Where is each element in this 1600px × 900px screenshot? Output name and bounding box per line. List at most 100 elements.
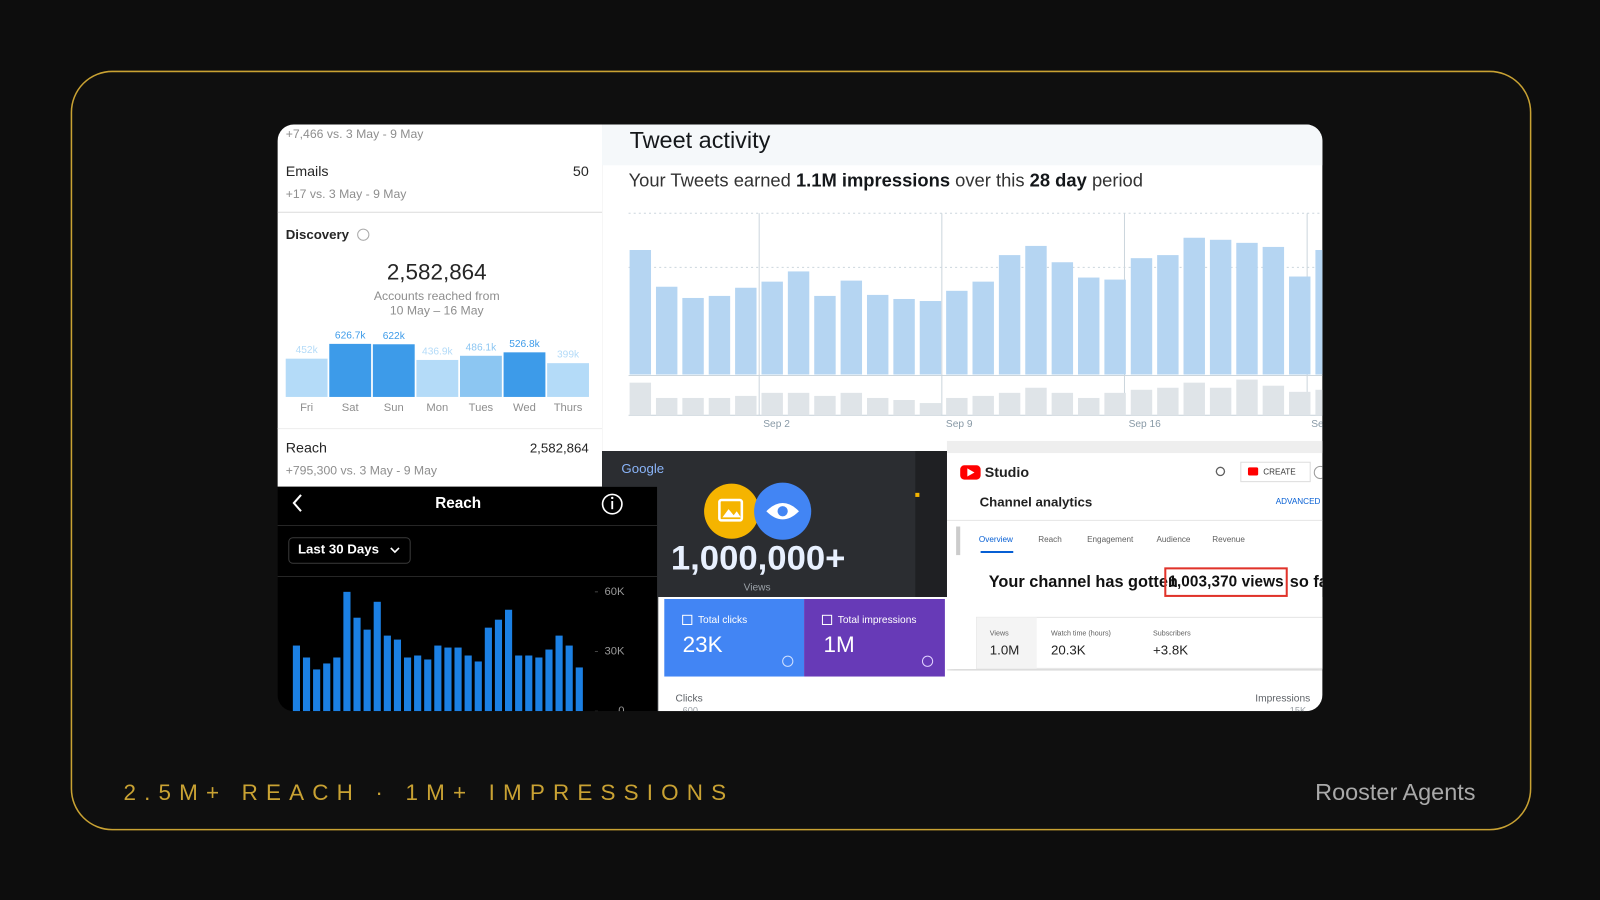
metric-label: Watch time (hours)	[1051, 630, 1111, 638]
impressions-bar	[1209, 239, 1232, 375]
x-tick-label: Tues	[469, 402, 494, 414]
help-icon	[782, 655, 794, 667]
instagram-insights: +7,466 vs. 3 May - 9 May Emails 50 +17 v…	[277, 124, 603, 487]
tab[interactable]: Revenue	[1212, 535, 1245, 544]
bar	[535, 657, 543, 712]
x-tick-label: Thurs	[554, 402, 583, 414]
back-button[interactable]	[292, 494, 302, 512]
value-label: 622k	[383, 331, 406, 342]
metric-value: 1.0M	[990, 643, 1019, 658]
period-dropdown[interactable]	[288, 537, 411, 564]
card-label: Total impressions	[838, 615, 917, 626]
impressions-bar	[1078, 277, 1100, 375]
checkbox[interactable]	[682, 614, 693, 625]
advanced-link[interactable]: ADVANCED	[1276, 497, 1321, 506]
impressions-bar	[735, 287, 757, 375]
checkbox[interactable]	[821, 614, 833, 625]
y-tick-label: 30K	[605, 645, 625, 657]
panel-header	[602, 124, 1323, 166]
bar	[503, 352, 546, 397]
bar	[424, 659, 432, 712]
impressions-bar	[629, 249, 652, 375]
bar	[329, 343, 372, 397]
engagements-bar	[629, 382, 652, 416]
impressions-bar	[1025, 245, 1047, 375]
impressions-bar	[1104, 279, 1126, 375]
engagements-bar	[866, 397, 889, 416]
section-label: Discovery	[286, 227, 350, 242]
engagements-bar	[735, 395, 757, 416]
axis-top: 600	[683, 706, 698, 716]
impressions-card[interactable]	[804, 598, 945, 677]
engagements-bar	[1025, 387, 1047, 416]
clicks-card[interactable]	[664, 598, 805, 677]
tweet-subtitle: Your Tweets earned 1.1M impressions over…	[629, 169, 1143, 190]
highlight-box	[1164, 567, 1288, 597]
bar	[333, 657, 341, 712]
bar	[494, 619, 503, 712]
marker	[915, 492, 920, 497]
engagements-bar	[1157, 387, 1179, 416]
create-icon	[1247, 467, 1259, 476]
bar	[454, 647, 462, 712]
impressions-bar	[840, 280, 863, 375]
engagements-bar	[1236, 379, 1258, 416]
big-number: 2,582,864	[387, 259, 487, 284]
engagements-bar	[1209, 387, 1232, 416]
x-tick-label: Sep 16	[1129, 419, 1162, 430]
impressions-bar	[708, 295, 731, 375]
bar	[302, 657, 311, 712]
subtitle-part: over this	[955, 169, 1024, 190]
engagements-bar	[1262, 385, 1285, 416]
account-icon[interactable]	[1313, 465, 1326, 480]
tweet-panel: Tweet activity Your Tweets earned 1.1M i…	[602, 124, 1323, 452]
create-button[interactable]	[1240, 461, 1311, 483]
image-icon	[704, 483, 760, 539]
sentence: Your channel has gotten	[989, 573, 1178, 591]
image-glyph	[722, 509, 741, 518]
bar	[353, 617, 361, 712]
delta: +795,300 vs. 3 May - 9 May	[286, 464, 438, 478]
info-icon[interactable]	[357, 228, 370, 241]
x-tick-label: Sat	[342, 402, 360, 414]
period-label: Last 30 Days	[298, 542, 379, 557]
bar	[565, 645, 573, 712]
engagements-bar	[840, 392, 863, 416]
axis-top: 15K	[1290, 706, 1307, 716]
delta: +7,466 vs. 3 May - 9 May	[286, 127, 425, 141]
x-tick-label: Sep 9	[946, 419, 973, 430]
dropdown-chevron	[390, 547, 400, 554]
heading: Channel analytics	[980, 495, 1093, 510]
sentence-highlight: 1,003,370 views	[1168, 574, 1283, 591]
info-button[interactable]	[601, 493, 623, 515]
views-total: 1,000,000+	[671, 539, 846, 577]
x-tick-label: Sep 2	[763, 419, 790, 430]
search-icon[interactable]	[1215, 466, 1226, 477]
value-label: 526.8k	[509, 339, 540, 350]
bar	[474, 661, 482, 712]
subtitle-part: 1.1M impressions	[796, 169, 950, 190]
impressions-bar	[1130, 258, 1153, 375]
impressions-bar	[1183, 237, 1205, 375]
row-label: Reach	[286, 441, 327, 457]
bar	[363, 629, 371, 712]
engagements-bar	[682, 397, 704, 416]
metric-label: Views	[990, 630, 1009, 638]
impressions-bar	[787, 271, 810, 375]
bar	[403, 657, 412, 712]
create-label: CREATE	[1263, 468, 1296, 477]
tab[interactable]: Reach	[1038, 535, 1062, 544]
value-label: 399k	[557, 350, 580, 361]
help-icon	[921, 655, 934, 667]
tab[interactable]: Overview	[979, 535, 1013, 544]
engagements-bar	[1289, 391, 1311, 416]
tab[interactable]: Audience	[1156, 535, 1190, 544]
metric-value: +3.8K	[1153, 643, 1188, 658]
eye-pupil	[777, 506, 788, 517]
side-bar	[956, 526, 961, 556]
tab[interactable]: Engagement	[1087, 535, 1134, 544]
bar	[434, 645, 442, 712]
bar	[575, 667, 583, 712]
axis-title: Impressions	[1255, 694, 1310, 705]
